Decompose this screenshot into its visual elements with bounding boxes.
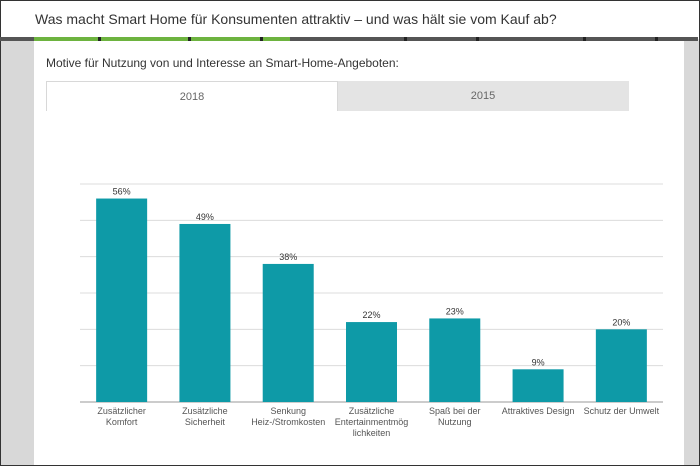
right-gutter xyxy=(684,41,699,465)
bar xyxy=(262,263,314,402)
tab-2018[interactable]: 2018 xyxy=(46,81,338,111)
page-title: Was macht Smart Home für Konsumenten att… xyxy=(35,11,557,27)
x-tick-label: Spaß bei der xyxy=(429,406,481,416)
progress-step-marker[interactable] xyxy=(655,37,658,41)
bar xyxy=(96,198,148,402)
bar xyxy=(595,329,647,402)
left-gutter xyxy=(1,41,34,465)
progress-step-marker[interactable] xyxy=(188,37,191,41)
data-label: 9% xyxy=(532,357,545,367)
bar xyxy=(179,223,231,402)
data-label: 38% xyxy=(279,252,297,262)
data-label: 20% xyxy=(612,317,630,327)
x-tick-label: Nutzung xyxy=(438,417,472,427)
bar-chart: 56%ZusätzlicherKomfort49%ZusätzlicheSich… xyxy=(80,183,663,438)
x-tick-label: Heiz-/Stromkosten xyxy=(251,417,325,427)
x-tick-label: Attraktives Design xyxy=(502,406,575,416)
tab-2015[interactable]: 2015 xyxy=(470,90,496,102)
year-tabs: 2018 2015 xyxy=(46,81,629,111)
bar xyxy=(512,369,564,402)
progress-step-marker[interactable] xyxy=(98,37,101,41)
x-tick-label: Senkung xyxy=(270,406,306,416)
x-tick-label: Zusätzliche xyxy=(182,406,228,416)
progress-step-marker[interactable] xyxy=(260,37,263,41)
progress-fill xyxy=(34,37,290,41)
progress-step-marker[interactable] xyxy=(476,37,479,41)
progress-step-marker[interactable] xyxy=(404,37,407,41)
x-tick-label: Komfort xyxy=(106,417,138,427)
x-tick-label: Schutz der Umwelt xyxy=(584,406,660,416)
progress-step-marker[interactable] xyxy=(583,37,586,41)
bar xyxy=(429,318,481,402)
header-bar: Was macht Smart Home für Konsumenten att… xyxy=(1,1,699,39)
x-tick-label: Zusätzlicher xyxy=(97,406,146,416)
data-label: 56% xyxy=(113,187,131,197)
chart-subtitle: Motive für Nutzung von und Interesse an … xyxy=(46,56,399,70)
data-label: 49% xyxy=(196,212,214,222)
data-label: 23% xyxy=(446,306,464,316)
x-tick-label: Zusätzliche xyxy=(349,406,395,416)
bar xyxy=(346,322,397,402)
x-tick-label: Entertainmentmög xyxy=(335,417,409,427)
x-tick-label: Sicherheit xyxy=(185,417,226,427)
data-label: 22% xyxy=(362,310,380,320)
progress-track xyxy=(0,37,698,41)
x-tick-label: lichkeiten xyxy=(353,428,391,438)
